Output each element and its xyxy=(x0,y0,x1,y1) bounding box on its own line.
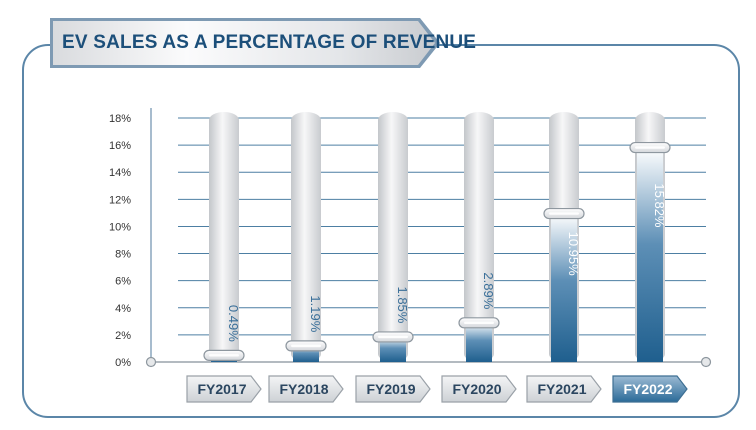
category-tag-shape xyxy=(612,375,688,403)
bar-marker-shine xyxy=(378,335,408,339)
y-tick-label: 6% xyxy=(115,276,131,288)
category-label: FY2019 xyxy=(366,381,415,397)
category-tag-shape xyxy=(355,375,431,403)
y-tick-label: 8% xyxy=(115,249,131,261)
x-axis xyxy=(145,356,712,368)
bar-fill xyxy=(466,322,492,362)
axis-end-node xyxy=(145,356,157,368)
bar-marker-shine xyxy=(209,354,239,357)
bar-track xyxy=(378,112,408,362)
bar-value-label: 10.95% xyxy=(566,232,581,277)
bars: 0.49% 1.19% 1.85% 2.89% 10.95% 15.82% xyxy=(203,112,671,362)
category-tag-FY2019: FY2019 xyxy=(355,375,431,403)
y-tick-label: 16% xyxy=(109,140,131,152)
y-tick-label: 10% xyxy=(109,221,131,233)
category-label: FY2022 xyxy=(623,381,672,397)
bar-marker-shine xyxy=(291,344,321,348)
bar-marker-shine xyxy=(549,212,579,215)
bar-value-label: 1.85% xyxy=(395,286,410,323)
chart-title-tab: EV SALES AS A PERCENTAGE OF REVENUE xyxy=(48,16,476,70)
bar-track xyxy=(209,112,239,362)
bar-marker-shine xyxy=(635,146,665,149)
y-tick-label: 14% xyxy=(109,167,131,179)
y-tick-label: 2% xyxy=(115,330,131,342)
y-axis-ticks: 0% 2% 4% 6% 8% 10% 12% 14% 16% 18% xyxy=(109,113,131,369)
y-tick-label: 0% xyxy=(115,357,131,369)
grid-lines xyxy=(150,108,706,362)
category-label: FY2018 xyxy=(279,381,328,397)
bar-marker-shine xyxy=(464,321,494,325)
bar-FY2021: 10.95% xyxy=(543,112,585,362)
bar-value-label: 0.49% xyxy=(226,305,241,342)
category-label: FY2020 xyxy=(452,381,501,397)
bar-FY2018: 1.19% xyxy=(285,112,327,362)
bar-fill xyxy=(551,213,577,362)
y-tick-label: 4% xyxy=(115,303,131,315)
category-tag-FY2021: FY2021 xyxy=(526,375,602,403)
y-tick-label: 12% xyxy=(109,194,131,206)
category-tag-shape xyxy=(186,375,262,403)
category-tag-shape xyxy=(268,375,344,403)
category-tag-FY2017: FY2017 xyxy=(186,375,262,403)
bar-value-label: 1.19% xyxy=(308,295,323,332)
bar-FY2017: 0.49% xyxy=(203,112,245,362)
category-label: FY2017 xyxy=(197,381,246,397)
axis-end-node xyxy=(700,356,712,368)
category-label: FY2021 xyxy=(537,381,586,397)
category-tag-FY2020: FY2020 xyxy=(441,375,517,403)
bar-track xyxy=(291,112,321,362)
chart-title: EV SALES AS A PERCENTAGE OF REVENUE xyxy=(62,32,477,53)
bar-FY2022: 15.82% xyxy=(629,112,671,362)
title-tab-shape xyxy=(50,18,440,68)
bar-fill xyxy=(637,147,663,362)
category-tag-shape xyxy=(441,375,517,403)
category-tag-shape xyxy=(526,375,602,403)
bar-value-label: 2.89% xyxy=(481,272,496,309)
category-tag-FY2018: FY2018 xyxy=(268,375,344,403)
category-labels: FY2017 FY2018 FY2019 FY2020 FY2021 FY2022 xyxy=(186,375,688,403)
bar-value-label: 15.82% xyxy=(652,183,667,228)
y-tick-label: 18% xyxy=(109,113,131,125)
bar-FY2019: 1.85% xyxy=(372,112,414,362)
bar-track xyxy=(464,112,494,362)
bar-FY2020: 2.89% xyxy=(458,112,500,362)
category-tag-FY2022: FY2022 xyxy=(612,375,688,403)
